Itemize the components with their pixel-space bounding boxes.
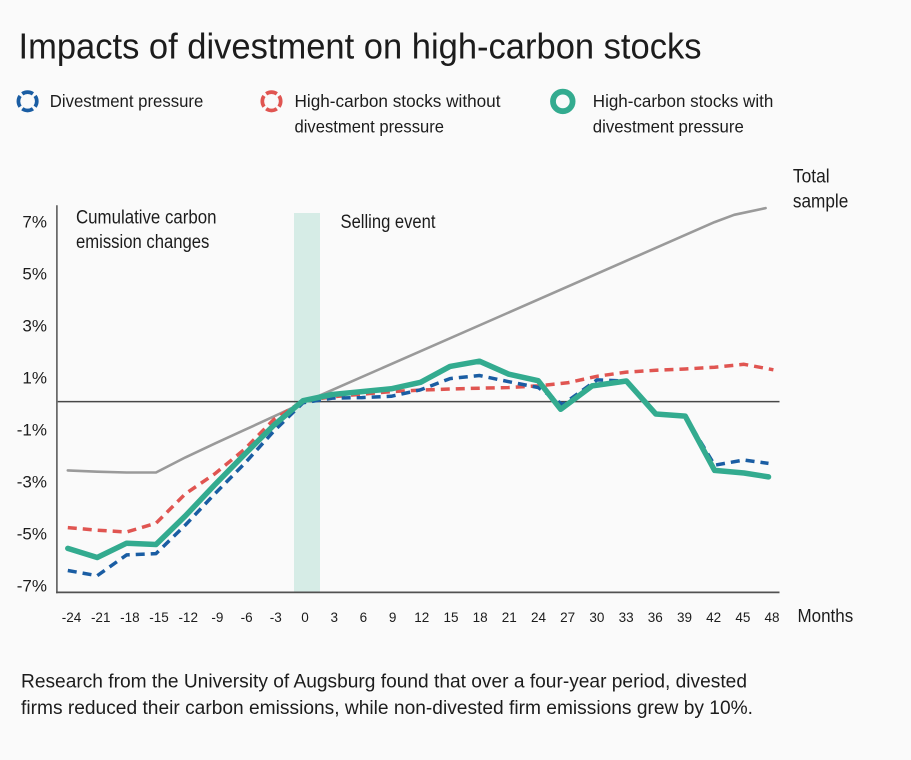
svg-text:Impacts of divestment on high-: Impacts of divestment on high-carbon sto…: [19, 26, 702, 67]
svg-text:36: 36: [648, 610, 663, 625]
svg-text:divestment pressure: divestment pressure: [593, 117, 744, 137]
svg-text:33: 33: [619, 610, 634, 625]
svg-text:Months: Months: [798, 605, 854, 626]
svg-text:30: 30: [589, 610, 604, 625]
svg-text:1%: 1%: [22, 369, 47, 388]
svg-text:-9: -9: [211, 610, 223, 625]
svg-text:15: 15: [443, 610, 458, 625]
svg-text:-12: -12: [178, 610, 198, 625]
svg-text:emission changes: emission changes: [76, 232, 209, 253]
svg-text:-3: -3: [270, 610, 282, 625]
svg-text:9: 9: [389, 610, 397, 625]
svg-text:39: 39: [677, 610, 692, 625]
svg-text:-7%: -7%: [17, 577, 47, 596]
svg-text:-15: -15: [149, 610, 169, 625]
svg-text:High-carbon stocks with: High-carbon stocks with: [593, 91, 774, 111]
svg-text:3: 3: [330, 610, 338, 625]
svg-text:-3%: -3%: [17, 473, 47, 492]
svg-text:5%: 5%: [22, 265, 47, 284]
svg-text:48: 48: [764, 610, 779, 625]
svg-text:-1%: -1%: [17, 421, 47, 440]
svg-text:Selling event: Selling event: [341, 212, 437, 233]
svg-text:21: 21: [502, 610, 517, 625]
svg-text:sample: sample: [793, 192, 848, 213]
svg-text:-5%: -5%: [17, 525, 47, 544]
svg-text:18: 18: [473, 610, 488, 625]
svg-text:High-carbon stocks without: High-carbon stocks without: [295, 91, 501, 111]
svg-text:divestment pressure: divestment pressure: [295, 117, 445, 137]
svg-text:24: 24: [531, 610, 547, 625]
svg-text:-6: -6: [241, 610, 253, 625]
svg-text:12: 12: [414, 610, 429, 625]
svg-text:45: 45: [735, 610, 750, 625]
svg-text:6: 6: [360, 610, 368, 625]
svg-text:-18: -18: [120, 610, 140, 625]
svg-text:7%: 7%: [22, 213, 47, 232]
svg-text:0: 0: [301, 610, 309, 625]
svg-text:-21: -21: [91, 610, 111, 625]
svg-text:Total: Total: [793, 166, 830, 187]
svg-text:Research from the University o: Research from the University of Augsburg…: [21, 671, 747, 693]
svg-text:42: 42: [706, 610, 721, 625]
svg-text:firms reduced their carbon emi: firms reduced their carbon emissions, wh…: [21, 697, 753, 719]
svg-text:Cumulative carbon: Cumulative carbon: [76, 208, 217, 229]
svg-text:Divestment pressure: Divestment pressure: [50, 91, 204, 111]
svg-text:3%: 3%: [22, 317, 47, 336]
svg-text:-24: -24: [62, 610, 82, 625]
svg-text:27: 27: [560, 610, 575, 625]
